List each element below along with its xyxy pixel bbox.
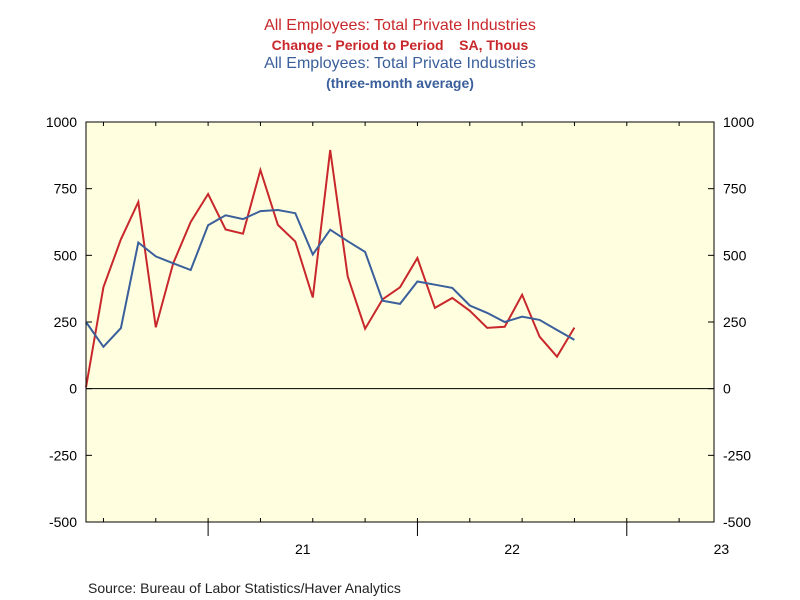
y-tick-label-left: 750: [54, 181, 78, 197]
y-tick-label-right: 0: [723, 381, 731, 397]
x-tick-label: 23: [714, 541, 730, 557]
y-tick-label-right: -500: [723, 514, 751, 530]
y-tick-label-right: 750: [723, 181, 747, 197]
y-tick-label-right: 500: [723, 247, 747, 263]
y-tick-label-right: -250: [723, 447, 751, 463]
plot-background: [86, 122, 714, 522]
y-tick-label-left: -250: [49, 447, 77, 463]
x-tick-label: 21: [295, 541, 311, 557]
x-tick-label: 22: [504, 541, 520, 557]
series1-title: All Employees: Total Private Industries: [264, 17, 536, 34]
y-tick-label-left: 500: [54, 247, 78, 263]
y-tick-label-left: 1000: [46, 114, 77, 130]
series2-title: All Employees: Total Private Industries: [264, 55, 536, 72]
series-line-2: [85, 208, 575, 349]
y-tick-label-left: 250: [54, 314, 78, 330]
y-tick-label-left: 0: [69, 381, 77, 397]
series-line-1: [85, 149, 576, 388]
y-tick-label-left: -500: [49, 514, 77, 530]
y-tick-label-right: 1000: [723, 114, 754, 130]
series2-subtitle: (three-month average): [326, 75, 474, 91]
plot-frame: [85, 121, 715, 523]
source-note: Source: Bureau of Labor Statistics/Haver…: [88, 580, 401, 596]
chart-titles: All Employees: Total Private Industries …: [0, 16, 800, 92]
series1-subtitle: Change - Period to Period SA, Thous: [271, 37, 529, 53]
y-tick-label-right: 250: [723, 314, 747, 330]
